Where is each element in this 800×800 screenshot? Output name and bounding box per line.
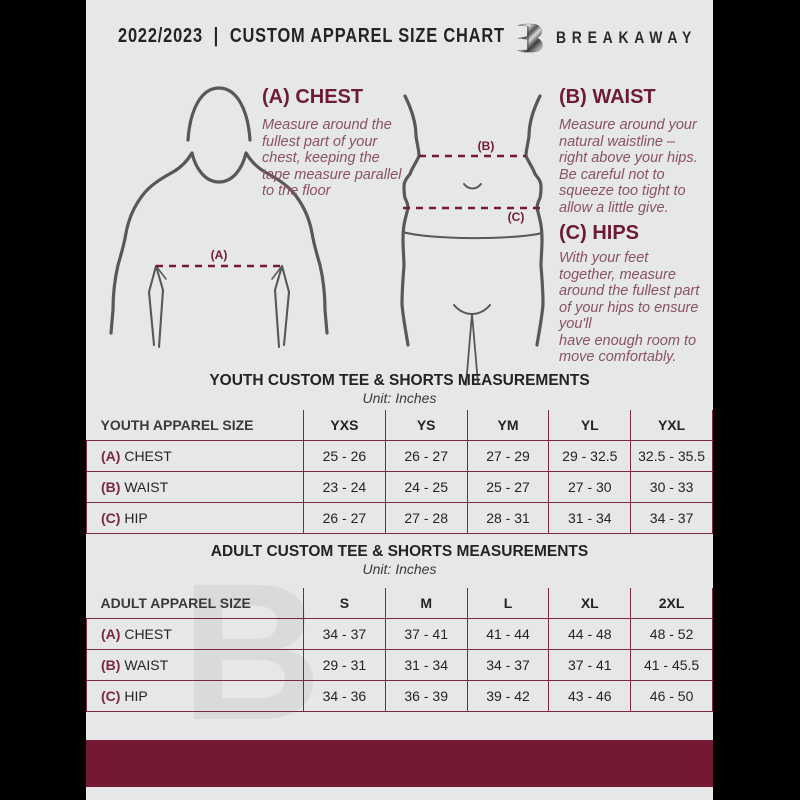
svg-text:(B): (B) [478, 139, 495, 153]
svg-text:(C): (C) [508, 210, 525, 224]
